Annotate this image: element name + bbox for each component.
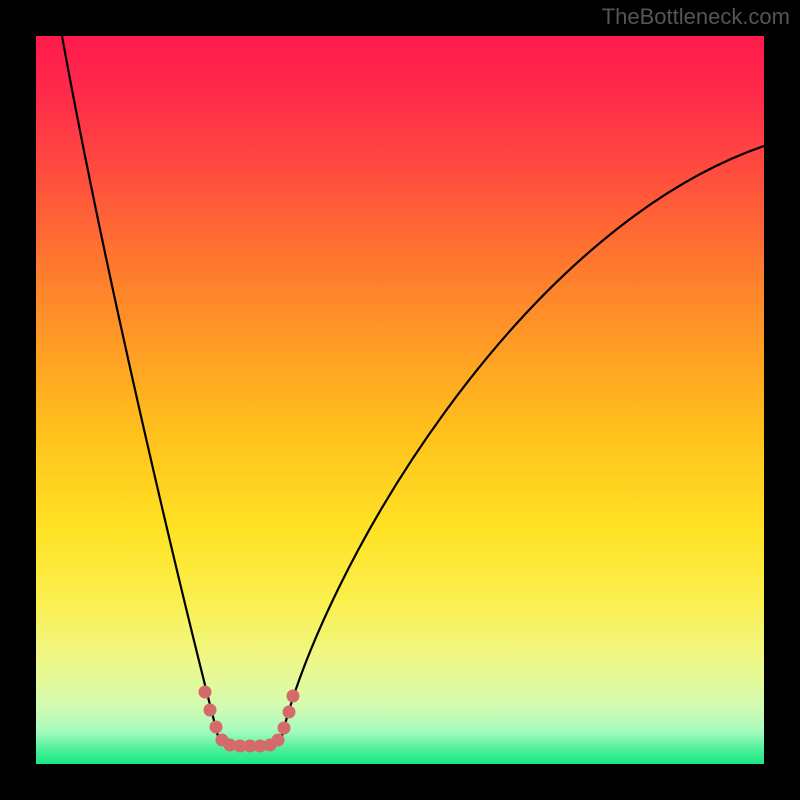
- data-marker: [199, 686, 212, 699]
- data-marker: [278, 722, 291, 735]
- data-marker: [210, 721, 223, 734]
- chart-container: TheBottleneck.com: [0, 0, 800, 800]
- data-marker: [272, 734, 285, 747]
- plot-background: [36, 36, 764, 764]
- bottleneck-chart: [0, 0, 800, 800]
- data-marker: [283, 706, 296, 719]
- data-marker: [204, 704, 217, 717]
- watermark-text: TheBottleneck.com: [602, 4, 790, 30]
- data-marker: [287, 690, 300, 703]
